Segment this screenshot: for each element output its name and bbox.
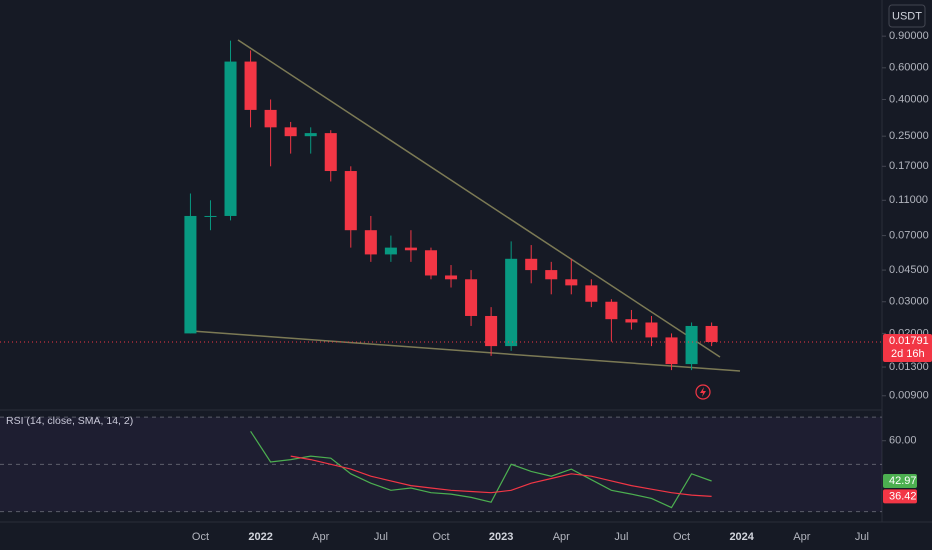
candle-body <box>184 215 197 334</box>
candle-body <box>224 61 237 216</box>
candle-body <box>465 279 478 316</box>
y-tick-label: 0.11000 <box>889 194 928 206</box>
candle-body <box>344 171 357 231</box>
candle-body <box>625 319 638 323</box>
y-tick-label: 0.90000 <box>889 30 929 42</box>
y-tick-label: 0.03000 <box>889 296 929 308</box>
countdown-label: 2d 16h <box>891 348 925 360</box>
rsi-title: RSI (14, close, SMA, 14, 2) <box>6 415 133 427</box>
y-tick-label: 0.01300 <box>889 361 929 373</box>
y-tick-label: 0.40000 <box>889 93 929 105</box>
x-tick-label: Oct <box>432 531 449 543</box>
candle-body <box>645 322 658 338</box>
y-tick-label: 0.60000 <box>889 62 929 74</box>
candle-body <box>324 133 337 172</box>
last-price-label: 0.01791 <box>889 335 929 347</box>
candle-body <box>605 301 618 320</box>
y-tick-label: 0.04500 <box>889 264 929 276</box>
value-box <box>883 473 917 488</box>
y-tick-label: 0.00900 <box>889 390 929 402</box>
x-tick-label: Jul <box>614 531 628 543</box>
value-box <box>883 489 917 504</box>
candle-body <box>304 133 317 137</box>
candle-body <box>545 270 558 280</box>
candle-body <box>565 279 578 286</box>
x-tick-label: 2023 <box>489 531 513 543</box>
candle-body <box>505 258 518 347</box>
x-tick-label: Oct <box>192 531 209 543</box>
candle-body <box>384 247 397 255</box>
x-tick-label: Oct <box>673 531 690 543</box>
candle-body <box>525 258 538 271</box>
trendline-upper <box>237 39 721 358</box>
y-tick-label: 0.25000 <box>889 130 929 142</box>
candle-body <box>264 109 277 128</box>
value-label: 42.97 <box>889 475 917 487</box>
trendline-lower <box>191 330 741 372</box>
candle-body <box>284 127 297 137</box>
candle-body <box>705 325 718 343</box>
x-tick-label: 2024 <box>729 531 754 543</box>
candle-body <box>244 61 257 110</box>
currency-button[interactable]: USDT <box>888 4 926 28</box>
candle-body <box>485 315 498 347</box>
value-label: 36.42 <box>889 490 917 502</box>
y-tick-label: 60.00 <box>889 435 917 447</box>
candle-body <box>404 247 417 251</box>
candle-body <box>445 275 458 280</box>
candle-body <box>204 215 217 217</box>
candle-body <box>665 337 678 365</box>
candle-body <box>585 285 598 302</box>
x-tick-label: Apr <box>793 531 810 543</box>
x-tick-label: Apr <box>553 531 570 543</box>
x-tick-label: Jul <box>855 531 869 543</box>
candle-body <box>424 250 437 276</box>
rsi-line <box>250 430 712 509</box>
x-tick-label: Jul <box>374 531 388 543</box>
currency-label[interactable]: USDT <box>892 10 922 22</box>
x-tick-label: 2022 <box>248 531 272 543</box>
last-price-box <box>883 334 932 363</box>
y-tick-label: 0.17000 <box>889 160 929 172</box>
candle-body <box>685 325 698 365</box>
rsi-line <box>290 455 712 497</box>
y-tick-label: 0.07000 <box>889 229 929 241</box>
alert-icon[interactable] <box>695 384 711 400</box>
candle-body <box>364 230 377 255</box>
x-tick-label: Apr <box>312 531 329 543</box>
